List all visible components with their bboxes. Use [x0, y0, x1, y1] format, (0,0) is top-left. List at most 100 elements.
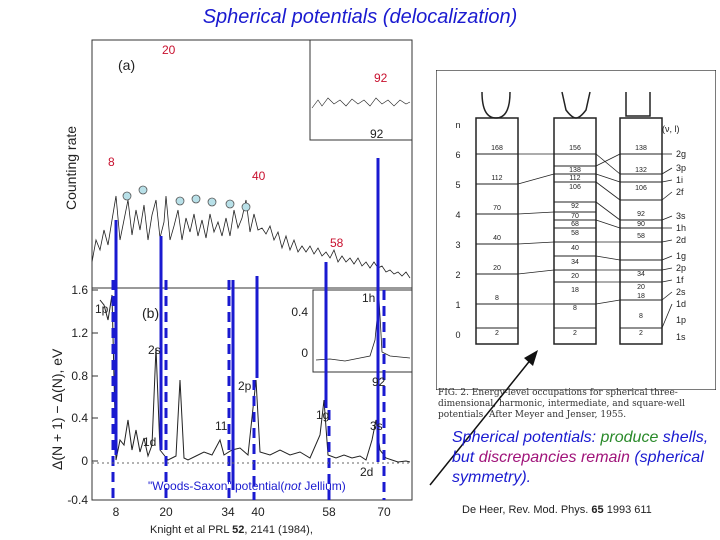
xtick-8: 8 — [113, 505, 120, 519]
shell-labels: 1p 2s 1d 2p 1g 11 3s 2d — [95, 302, 383, 479]
n-label-header: n — [455, 120, 460, 130]
level-label: 1g — [676, 251, 686, 261]
top-inset-frame — [309, 39, 413, 141]
peak-label-40: 40 — [252, 169, 266, 183]
shell-1p: 1p — [95, 302, 109, 316]
square-well-icon — [625, 92, 651, 117]
harmonic-value: 2 — [495, 330, 499, 337]
inset-label-92: 92 — [370, 127, 384, 141]
square-value: 20 — [637, 284, 645, 291]
intermediate-value: 2 — [573, 330, 577, 337]
harmonic-value: 70 — [493, 205, 501, 212]
level-label: 1f — [676, 275, 684, 285]
harmonic-value: 112 — [491, 175, 502, 182]
level-label: 3p — [676, 163, 686, 173]
shell-spectrum-figure: 20 92 8 40 58 92 (a) Counting rate (b) Δ… — [49, 39, 413, 519]
intermediate-value: 40 — [571, 245, 579, 252]
harmonic-values: 168 112 70 40 20 8 2 — [491, 145, 503, 337]
square-value: 58 — [637, 233, 645, 240]
ytick-1.6: 1.6 — [71, 283, 88, 297]
top-ylabel: Counting rate — [63, 126, 79, 210]
shell-11: 11 — [215, 419, 228, 433]
top-panel-frame — [91, 39, 413, 289]
level-labels: 2g 3p 1i 2f 3s 1h 2d 1g 2p 1f 2s 1d 1p 1… — [676, 149, 686, 342]
intermediate-column — [553, 117, 597, 345]
square-value: 18 — [637, 293, 645, 300]
difference-trace — [99, 294, 411, 463]
potential-label: "Woods-Saxon" potential(not Jellium) — [148, 479, 346, 493]
bottom-ylabel: Δ(N + 1) − Δ(N), eV — [49, 348, 65, 470]
harmonic-column — [475, 117, 519, 345]
square-column — [619, 117, 663, 345]
square-value: 92 — [637, 211, 645, 218]
n-label-5: 5 — [455, 180, 460, 190]
intermediate-value: 8 — [573, 305, 577, 312]
bottom-inset-labels: 1h 0.4 0 92 — [291, 291, 385, 389]
intermediate-value: 92 — [571, 203, 579, 210]
bottom-ytick-labels: 1.6 1.2 0.8 0.4 0 -0.4 — [67, 283, 88, 507]
reference-knight: Knight et al PRL 52, 2141 (1984), — [150, 524, 313, 536]
energy-level-diagram: n 6 5 4 3 2 1 0 168 112 70 40 20 8 2 156… — [436, 70, 716, 390]
intermediate-value: 20 — [571, 273, 579, 280]
shell-1d: 1d — [143, 435, 156, 449]
level-label: 2p — [676, 263, 686, 273]
intermediate-values: 156 138 112 106 92 70 68 58 40 34 20 18 … — [569, 145, 581, 337]
top-circle-markers — [122, 185, 251, 212]
shell-1g: 1g — [316, 408, 329, 422]
intermediate-value: 58 — [571, 230, 579, 237]
peak-label-8: 8 — [108, 155, 115, 169]
square-value: 90 — [637, 221, 645, 228]
conclusion-text: Spherical potentials: produce shells, bu… — [452, 429, 709, 486]
bottom-xtick-labels: 8 20 34 40 58 70 — [113, 505, 391, 519]
harmonic-value: 168 — [491, 145, 503, 152]
shell-2s: 2s — [148, 343, 161, 357]
intermediate-value: 138 — [569, 167, 581, 174]
peak-label-20: 20 — [162, 43, 176, 57]
inset-ytick-0.4: 0.4 — [291, 305, 308, 319]
levels-header: (ν, l) — [662, 124, 680, 134]
square-values: 138 132 106 92 90 58 34 20 18 8 2 — [635, 145, 647, 337]
panel-b-label: (b) — [142, 305, 159, 321]
intermediate-value: 106 — [569, 184, 581, 191]
magic-number-lines-solid — [114, 158, 380, 462]
square-value: 106 — [635, 185, 647, 192]
harmonic-rows — [476, 153, 518, 329]
shell-3s: 3s — [370, 419, 383, 433]
inset-1h: 1h — [362, 291, 375, 305]
intermediate-rows — [554, 153, 596, 329]
counting-rate-trace — [91, 195, 411, 279]
level-label: 2g — [676, 149, 686, 159]
level-label: 1d — [676, 299, 686, 309]
square-value: 138 — [635, 145, 647, 152]
intermediate-value: 156 — [569, 145, 581, 152]
intermediate-value: 18 — [571, 287, 579, 294]
ytick-neg0.4: -0.4 — [67, 493, 88, 507]
harmonic-value: 40 — [493, 235, 501, 242]
inset-trace — [311, 97, 411, 109]
ytick-0.8: 0.8 — [71, 369, 88, 383]
bottom-inset-frame — [312, 289, 413, 373]
level-label: 2f — [676, 187, 684, 197]
level-connectors — [517, 153, 673, 329]
n-label-6: 6 — [455, 150, 460, 160]
shell-2p: 2p — [238, 379, 252, 393]
n-labels: n 6 5 4 3 2 1 0 — [455, 120, 460, 340]
ytick-0: 0 — [81, 454, 88, 468]
n-label-0: 0 — [455, 330, 460, 340]
page-title: Spherical potentials (delocalization) — [202, 6, 518, 28]
intermediate-value: 34 — [571, 259, 579, 266]
level-label: 1s — [676, 332, 686, 342]
harmonic-value: 20 — [493, 265, 501, 272]
ytick-0.4: 0.4 — [71, 411, 88, 425]
intermediate-value: 68 — [571, 221, 579, 228]
inset-xlabel-92: 92 — [372, 375, 386, 389]
level-label: 1h — [676, 223, 686, 233]
level-label: 2d — [676, 235, 686, 245]
magic-number-lines-solid-2 — [231, 262, 328, 490]
n-label-4: 4 — [455, 210, 460, 220]
square-rows — [620, 153, 662, 329]
reference-deheer: De Heer, Rev. Mod. Phys. 65 1993 611 — [462, 504, 652, 516]
inset-ytick-0: 0 — [301, 346, 308, 360]
xtick-70: 70 — [377, 505, 391, 519]
n-label-3: 3 — [455, 240, 460, 250]
